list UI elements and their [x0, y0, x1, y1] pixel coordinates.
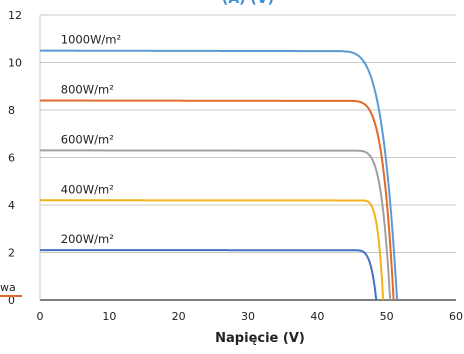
legend-fragment: wa — [0, 281, 22, 297]
chart-title: (A) (V) — [222, 0, 274, 7]
x-tick-10: 10 — [102, 310, 116, 323]
y-tick-0: 0 — [8, 294, 15, 307]
series-curves — [40, 49, 399, 301]
x-tick-60: 60 — [449, 310, 463, 323]
y-tick-labels: 0 2 4 6 8 10 12 — [8, 9, 22, 307]
y-tick-6: 6 — [8, 152, 15, 165]
series-label-2: 600W/m² — [61, 132, 114, 146]
series-line-0 — [40, 49, 399, 301]
x-tick-20: 20 — [172, 310, 186, 323]
axes — [39, 15, 456, 301]
y-tick-8: 8 — [8, 104, 15, 117]
series-label-1: 800W/m² — [61, 83, 114, 97]
y-tick-4: 4 — [8, 199, 15, 212]
y-tick-10: 10 — [8, 57, 22, 70]
series-line-3 — [40, 199, 385, 301]
y-tick-2: 2 — [8, 247, 15, 260]
x-axis-label: Napięcie (V) — [215, 331, 305, 346]
y-tick-12: 12 — [8, 9, 22, 22]
x-tick-labels: 0 10 20 30 40 50 60 — [37, 310, 464, 323]
x-tick-40: 40 — [310, 310, 324, 323]
series-label-4: 200W/m² — [61, 232, 114, 246]
x-tick-50: 50 — [380, 310, 394, 323]
series-line-4 — [40, 249, 378, 301]
series-labels: 1000W/m² 800W/m² 600W/m² 400W/m² 200W/m² — [61, 33, 121, 247]
x-tick-0: 0 — [37, 310, 44, 323]
series-label-3: 400W/m² — [61, 182, 114, 196]
chart-title-group: (A) (V) — [222, 0, 274, 7]
series-line-1 — [40, 99, 395, 301]
legend-text: wa — [0, 281, 16, 294]
x-tick-30: 30 — [241, 310, 255, 323]
series-line-2 — [40, 149, 392, 301]
series-label-0: 1000W/m² — [61, 33, 121, 47]
